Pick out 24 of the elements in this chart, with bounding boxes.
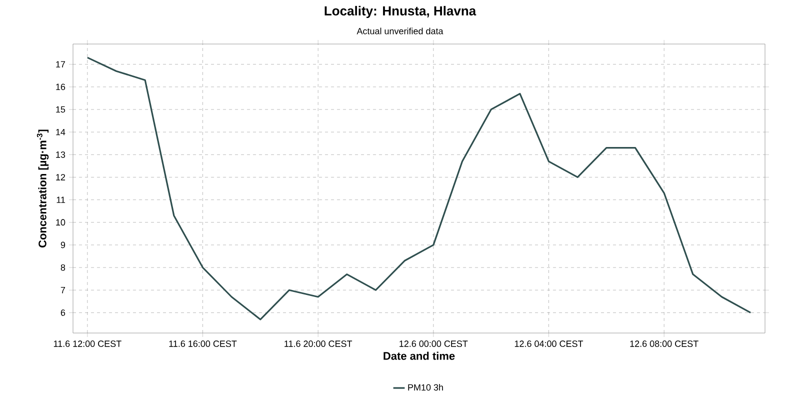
x-tick-label: 11.6 20:00 CEST bbox=[284, 340, 352, 347]
y-tick-label: 13 bbox=[56, 151, 66, 158]
x-tick-label: 11.6 16:00 CEST bbox=[169, 340, 237, 347]
y-tick-label: 9 bbox=[60, 242, 66, 248]
y-tick-label: 12 bbox=[56, 174, 66, 180]
chart-title: Locality: Hnusta, Hlavna bbox=[324, 6, 476, 18]
y-tick-label: 14 bbox=[56, 128, 66, 136]
y-tick-label: 8 bbox=[60, 264, 66, 271]
chart-subtitle: Actual unverified data bbox=[356, 28, 444, 34]
x-tick-label: 12.6 04:00 CEST bbox=[514, 340, 584, 347]
y-tick-label: 7 bbox=[60, 287, 66, 294]
y-tick-label: 16 bbox=[56, 84, 66, 90]
y-axis-title: Concentration [µg·m$^{-3}$] bbox=[36, 130, 49, 248]
y-tick-label: 6 bbox=[60, 309, 66, 316]
x-tick-label: 11.6 12:00 CEST bbox=[54, 340, 122, 347]
x-tick-label: 12.6 00:00 CEST bbox=[400, 340, 468, 347]
legend-label: PM10 3h bbox=[408, 384, 443, 391]
y-tick-label: 15 bbox=[56, 106, 66, 113]
line-series bbox=[86, 56, 752, 320]
x-axis-title: Date and time bbox=[384, 352, 455, 360]
x-tick-label: 12.6 08:00 CEST bbox=[630, 340, 698, 347]
y-tick-label: 11 bbox=[56, 196, 66, 203]
y-tick-label: 17 bbox=[56, 61, 66, 68]
y-tick-label: 10 bbox=[56, 219, 66, 226]
